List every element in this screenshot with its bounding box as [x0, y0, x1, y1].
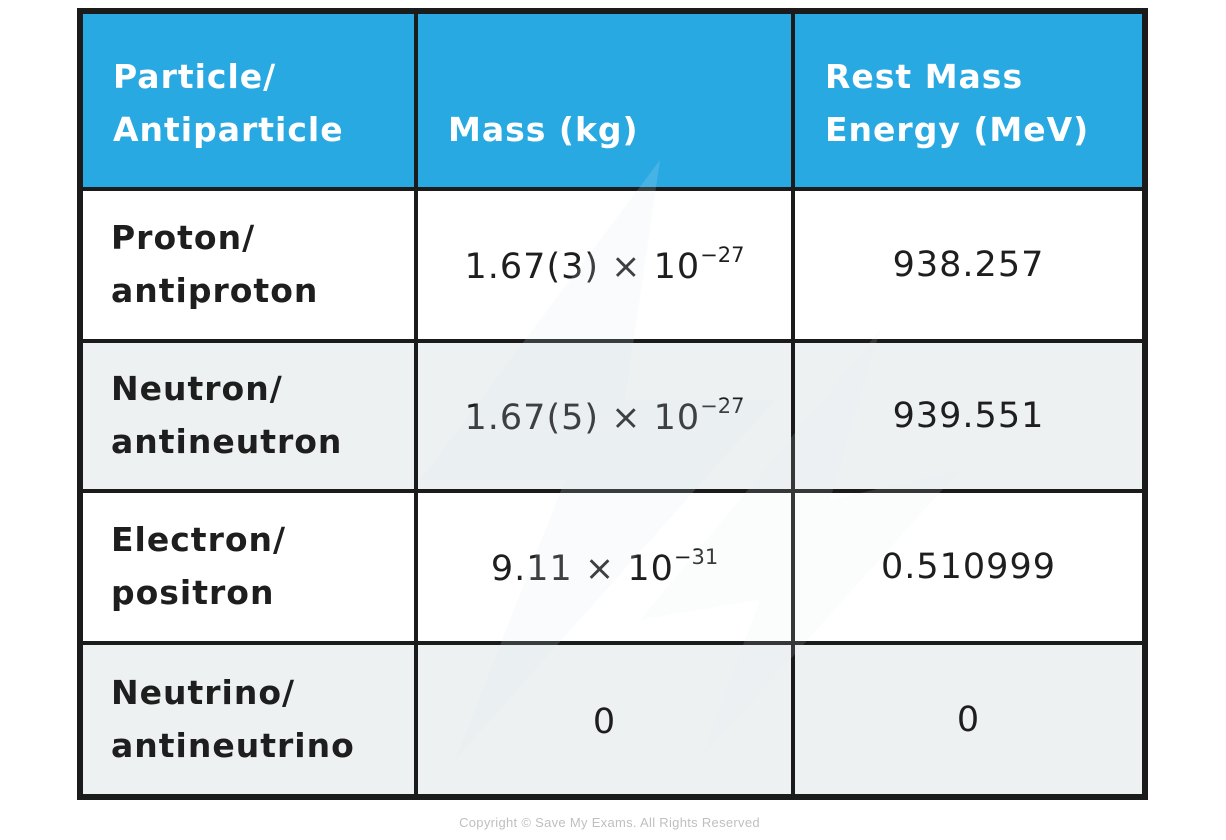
particle-table: Particle/ Antiparticle Mass (kg) Rest Ma…	[77, 8, 1148, 800]
header-particle-antiparticle: Particle/ Antiparticle	[78, 9, 418, 191]
header-rest-mass-energy: Rest Mass Energy (MeV)	[791, 9, 1147, 191]
energy-number: 938.257	[892, 245, 1045, 285]
energy-value-neutron: 939.551	[791, 339, 1147, 493]
particle-name-line2: antineutrino	[111, 725, 355, 765]
particle-name-electron: Electron/ positron	[78, 489, 418, 645]
particle-name-neutrino: Neutrino/ antineutrino	[78, 641, 418, 799]
table-row-neutron: Neutron/ antineutron 1.67(5) × 10−27 939…	[78, 339, 1147, 493]
header-energy-line1: Rest Mass	[825, 57, 1024, 97]
mass-base: 0	[592, 701, 617, 742]
header-row: Particle/ Antiparticle Mass (kg) Rest Ma…	[78, 9, 1147, 191]
mass-exponent: −27	[700, 394, 745, 418]
mass-base: 1.67(5) × 10	[464, 398, 701, 438]
energy-value-electron: 0.510999	[791, 489, 1147, 645]
particle-name-line2: antiproton	[111, 271, 319, 310]
energy-value-neutrino: 0	[791, 641, 1147, 799]
energy-number: 939.551	[892, 396, 1045, 436]
particle-name-line2: positron	[111, 573, 275, 612]
particle-name-proton: Proton/ antiproton	[78, 187, 418, 343]
particle-name-line1: Neutron/	[111, 369, 283, 409]
header-mass-label: Mass (kg)	[448, 110, 639, 150]
header-particle-line1: Particle/	[113, 57, 277, 97]
energy-number: 0.510999	[880, 547, 1056, 587]
energy-number: 0	[956, 699, 981, 740]
particle-name-line1: Proton/	[111, 218, 256, 258]
copyright-footer: Copyright © Save My Exams. All Rights Re…	[459, 815, 760, 830]
mass-exponent: −31	[673, 545, 719, 569]
table-row-proton: Proton/ antiproton 1.67(3) × 10−27 938.2…	[78, 187, 1147, 343]
mass-base: 1.67(3) × 10	[464, 247, 701, 287]
mass-value-neutrino: 0	[414, 641, 795, 799]
header-energy-line2: Energy (MeV)	[825, 110, 1090, 150]
mass-exponent: −27	[700, 243, 745, 267]
particle-name-line1: Neutrino/	[111, 672, 296, 712]
header-particle-line2: Antiparticle	[113, 110, 344, 150]
table-row-electron: Electron/ positron 9.11 × 10−31 0.510999	[78, 489, 1147, 645]
energy-value-proton: 938.257	[791, 187, 1147, 343]
header-mass-kg: Mass (kg)	[414, 9, 795, 191]
mass-base: 9.11 × 10	[490, 549, 674, 589]
mass-value-proton: 1.67(3) × 10−27	[414, 187, 795, 343]
mass-value-electron: 9.11 × 10−31	[414, 489, 795, 645]
particle-name-line2: antineutron	[111, 422, 343, 461]
table-row-neutrino: Neutrino/ antineutrino 0 0	[78, 641, 1147, 799]
mass-value-neutron: 1.67(5) × 10−27	[414, 339, 795, 493]
particle-name-neutron: Neutron/ antineutron	[78, 339, 418, 493]
particle-name-line1: Electron/	[111, 520, 287, 560]
